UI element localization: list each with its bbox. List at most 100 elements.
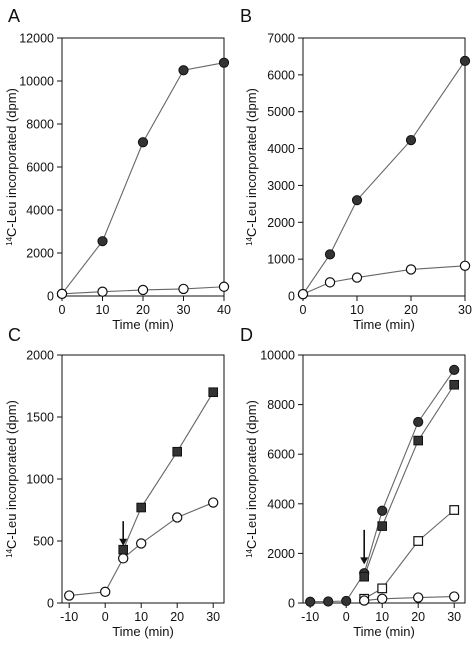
y-axis-label-superscript: 14 bbox=[5, 548, 14, 557]
data-point-filled-square bbox=[413, 435, 423, 446]
data-point-open-square bbox=[413, 536, 424, 546]
data-point-open-circle bbox=[377, 593, 388, 604]
y-tick-label: 2000 bbox=[267, 216, 295, 230]
x-tick-label: 20 bbox=[136, 303, 150, 317]
y-axis-label-text: C-Leu incorporated (dpm) bbox=[4, 88, 19, 237]
y-tick-label: 6000 bbox=[267, 448, 295, 462]
y-tick-label: 4000 bbox=[267, 497, 295, 511]
y-tick-label: 4000 bbox=[267, 142, 295, 156]
series-line-open-square bbox=[363, 509, 455, 600]
x-tick-label: 10 bbox=[350, 303, 364, 317]
y-axis-label: 14C-Leu incorporated (dpm) bbox=[4, 400, 19, 558]
data-point-filled-circle bbox=[97, 236, 108, 247]
x-tick-label: 30 bbox=[177, 303, 191, 317]
x-tick-label: 10 bbox=[375, 610, 389, 624]
x-tick-label: 10 bbox=[96, 303, 110, 317]
data-point-open-circle bbox=[63, 590, 75, 601]
y-tick-label: 0 bbox=[288, 597, 295, 611]
data-point-open-circle bbox=[56, 288, 68, 300]
data-point-filled-square bbox=[118, 544, 129, 555]
y-tick-label: 0 bbox=[288, 290, 295, 304]
plot-frame bbox=[302, 37, 466, 297]
x-axis-label: Time (min) bbox=[353, 624, 415, 639]
y-axis-label-superscript: 14 bbox=[245, 236, 254, 245]
data-point-open-circle bbox=[117, 553, 129, 564]
y-tick-label: 1000 bbox=[26, 473, 54, 487]
y-axis-label-text: C-Leu incorporated (dpm) bbox=[244, 400, 259, 549]
y-tick-label: 10000 bbox=[260, 349, 295, 363]
data-point-open-circle bbox=[405, 264, 417, 275]
y-tick-label: 7000 bbox=[267, 32, 295, 46]
y-tick-label: 3000 bbox=[267, 179, 295, 193]
arrow-head bbox=[119, 538, 128, 546]
x-axis-label: Time (min) bbox=[353, 317, 415, 332]
data-point-filled-circle bbox=[324, 249, 336, 260]
y-tick-label: 2000 bbox=[26, 247, 54, 261]
data-point-open-circle bbox=[324, 277, 336, 288]
data-point-open-circle bbox=[218, 281, 230, 292]
data-point-open-circle bbox=[135, 538, 147, 549]
panel-letter: D bbox=[240, 325, 253, 345]
y-tick-label: 1500 bbox=[26, 411, 54, 425]
x-tick-label: 20 bbox=[170, 610, 184, 624]
data-point-filled-circle bbox=[351, 195, 363, 206]
y-tick-label: 0 bbox=[47, 597, 54, 611]
x-tick-label: 10 bbox=[134, 610, 148, 624]
data-point-filled-circle bbox=[341, 595, 352, 607]
series-line-filled-square bbox=[122, 391, 214, 550]
data-point-open-square bbox=[449, 505, 460, 515]
plot-frame bbox=[302, 354, 466, 604]
data-point-open-circle bbox=[137, 284, 149, 296]
panel-c: C -10 0 10 20 30 0 500 1000 1500 2000 Time (min) 14C… bbox=[4, 325, 225, 639]
data-point-open-circle bbox=[171, 512, 183, 523]
data-point-open-circle bbox=[297, 288, 309, 300]
y-tick-label: 0 bbox=[47, 290, 54, 304]
arrow-head bbox=[360, 557, 369, 565]
data-point-open-circle bbox=[413, 592, 424, 603]
data-point-open-circle bbox=[351, 272, 363, 283]
y-tick-label: 10000 bbox=[19, 75, 54, 89]
data-point-open-circle bbox=[97, 286, 108, 297]
x-tick-label: 30 bbox=[206, 610, 220, 624]
data-point-filled-circle bbox=[405, 134, 417, 146]
x-axis-label: Time (min) bbox=[112, 317, 174, 332]
data-point-filled-square bbox=[359, 571, 369, 582]
data-point-filled-circle bbox=[449, 364, 460, 375]
x-tick-label: 0 bbox=[343, 610, 350, 624]
data-point-filled-square bbox=[449, 379, 459, 390]
data-point-open-circle bbox=[459, 260, 471, 271]
x-tick-label: 40 bbox=[217, 303, 231, 317]
panel-letter: B bbox=[240, 6, 252, 26]
y-axis-label-text: C-Leu incorporated (dpm) bbox=[244, 88, 259, 237]
panel-letter: C bbox=[8, 325, 21, 345]
x-tick-label: 20 bbox=[404, 303, 418, 317]
data-point-open-circle bbox=[207, 497, 219, 508]
panel-b: B 0 10 20 30 0 1000 2000 3000 4000 5000 6000 7000 Tim… bbox=[240, 6, 472, 332]
y-tick-label: 4000 bbox=[26, 204, 54, 218]
y-tick-label: 6000 bbox=[267, 68, 295, 82]
y-tick-label: 8000 bbox=[267, 398, 295, 412]
x-tick-label: -10 bbox=[301, 610, 319, 624]
y-axis-label: 14C-Leu incorporated (dpm) bbox=[4, 88, 19, 246]
y-tick-label: 6000 bbox=[26, 161, 54, 175]
y-axis-label-superscript: 14 bbox=[5, 236, 14, 245]
y-tick-label: 8000 bbox=[26, 118, 54, 132]
x-axis-label: Time (min) bbox=[112, 624, 174, 639]
data-point-filled-circle bbox=[459, 55, 471, 66]
y-tick-label: 5000 bbox=[267, 105, 295, 119]
data-point-open-square bbox=[377, 583, 388, 594]
data-point-filled-circle bbox=[178, 65, 189, 76]
y-tick-label: 2000 bbox=[267, 547, 295, 561]
x-tick-label: -10 bbox=[60, 610, 78, 624]
plot-frame bbox=[61, 37, 225, 297]
data-point-filled-circle bbox=[323, 596, 334, 607]
panel-a: A 0 10 20 30 40 0 2000 4000 6000 8000 10000 12000 Tim… bbox=[4, 6, 231, 332]
data-point-filled-square bbox=[136, 502, 146, 513]
y-tick-label: 500 bbox=[33, 535, 54, 549]
data-point-filled-circle bbox=[218, 57, 230, 68]
data-point-open-circle bbox=[99, 586, 111, 598]
y-axis-label: 14C-Leu incorporated (dpm) bbox=[244, 88, 259, 246]
data-point-open-circle bbox=[449, 591, 460, 602]
x-tick-label: 30 bbox=[447, 610, 461, 624]
series-line-filled-square bbox=[363, 384, 455, 577]
